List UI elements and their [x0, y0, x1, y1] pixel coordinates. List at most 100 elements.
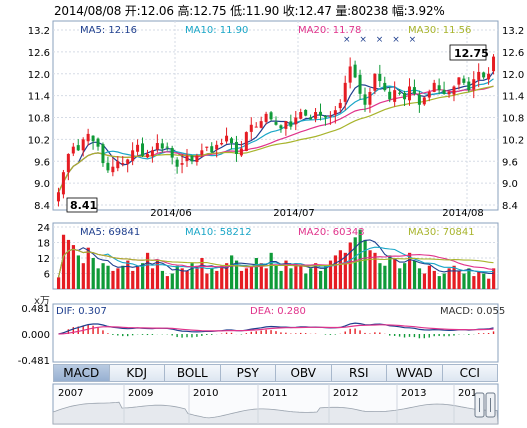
volume-bar — [230, 255, 234, 289]
volume-bar — [215, 270, 219, 289]
candle-body — [279, 125, 283, 129]
high-label: 高 — [177, 4, 190, 18]
date-tick: 2014/07 — [273, 208, 315, 219]
volume-axis-left: 24 18 12 6 — [37, 223, 50, 281]
volume-bar — [200, 258, 204, 289]
candle-body — [101, 144, 105, 164]
volume-bar — [185, 270, 189, 289]
candle-body — [462, 78, 466, 83]
volume-bar — [319, 270, 323, 289]
candle-body — [358, 74, 362, 94]
volume-bar — [96, 268, 100, 289]
price-tick-right: 8.4 — [502, 201, 518, 212]
tab-rsi[interactable]: RSI — [331, 364, 387, 382]
candle-body — [259, 121, 263, 128]
volume-bar — [467, 268, 471, 289]
volume-bar — [259, 263, 263, 289]
price-tick-left: 11.4 — [28, 92, 50, 103]
navigator-years: 2007 2009 2010 2011 2012 2013 201 — [58, 384, 477, 424]
close-label: 收 — [282, 4, 295, 18]
macd-lines — [58, 322, 494, 335]
candle-body — [150, 150, 154, 157]
macd-tick: 0.000 — [21, 330, 50, 341]
tab-obv[interactable]: OBV — [276, 364, 332, 382]
volume-bar — [279, 270, 283, 289]
volume-bar — [111, 270, 115, 289]
candle-body — [160, 143, 164, 149]
volume-bar — [482, 273, 486, 289]
candle-body — [141, 143, 145, 156]
candle-body — [126, 159, 130, 164]
volume-bar — [323, 265, 328, 289]
volume-bar — [175, 265, 179, 289]
ma10-line — [57, 78, 494, 193]
tab-boll[interactable]: BOLL — [165, 364, 221, 382]
candle-body — [116, 161, 120, 169]
ma30-line — [57, 85, 494, 193]
candle-body — [442, 89, 446, 94]
price-legend: MA5: 12.16 MA10: 11.90 MA20: 11.78 MA30: 11… — [80, 25, 471, 36]
volume-bar — [378, 263, 382, 289]
volume-bar — [106, 265, 110, 289]
volume-bar — [239, 270, 244, 289]
tab-macd[interactable]: MACD — [53, 364, 110, 382]
legend-name: MA30 — [408, 227, 436, 238]
candle-body — [373, 73, 377, 91]
tab-wvad[interactable]: WVAD — [387, 364, 443, 382]
low-label: 低 — [230, 4, 242, 18]
legend-name: MA20 — [298, 227, 326, 238]
volume-bar — [333, 255, 338, 289]
max-price-label: 12.75 — [454, 47, 489, 60]
candle-body — [422, 97, 426, 105]
volume-bar — [462, 273, 466, 289]
volume-bar — [220, 265, 224, 289]
candle-body — [180, 163, 184, 165]
candle-body — [269, 112, 273, 120]
legend-value: 0.280 — [277, 306, 306, 317]
navigator-year: 2013 — [401, 388, 426, 399]
candle-body — [407, 86, 411, 101]
candle-body — [378, 73, 382, 82]
candle-body — [66, 153, 70, 173]
candle-body — [477, 71, 481, 80]
candle-body — [328, 115, 332, 117]
navigator-year: 2011 — [262, 388, 287, 399]
volume-bars — [56, 229, 496, 289]
volume-bar — [348, 242, 352, 289]
candle-body — [121, 163, 125, 165]
volume-bar — [432, 270, 436, 289]
price-tick-right: 12.0 — [502, 70, 524, 81]
candle-body — [274, 122, 278, 125]
volume-bar — [309, 268, 313, 289]
volume-bar — [417, 268, 422, 289]
candle-body — [239, 148, 243, 156]
volume-bar — [422, 273, 427, 289]
candle-body — [363, 94, 367, 105]
tab-psy[interactable]: PSY — [220, 364, 276, 382]
volume-bar — [170, 273, 174, 289]
legend-value: 70841 — [443, 227, 475, 238]
price-tick-right: 9.6 — [502, 157, 518, 168]
candle-body — [398, 92, 402, 94]
navigator-year: 2007 — [58, 388, 83, 399]
candle-body — [225, 135, 229, 142]
volume-bar — [427, 265, 431, 289]
volume-bar — [294, 263, 298, 289]
volume-bar — [299, 265, 303, 289]
macd-legend: DIF: 0.307 DEA: 0.280 MACD: 0.055 — [56, 306, 505, 317]
macd-tick: 0.481 — [21, 304, 50, 315]
tab-cci[interactable]: CCI — [442, 364, 498, 382]
candle-body — [165, 146, 169, 148]
navigator-year: 2010 — [193, 388, 218, 399]
date-axis: 2014/06 2014/07 2014/08 — [150, 208, 484, 219]
legend-name: MA30 — [408, 25, 436, 36]
candle-body — [467, 81, 471, 91]
candle-body — [205, 146, 209, 148]
volume-bar — [116, 268, 120, 289]
price-tick-right: 13.2 — [502, 26, 524, 37]
price-tick-left: 10.2 — [28, 135, 50, 146]
tab-kdj[interactable]: KDJ — [109, 364, 165, 382]
candle-body — [185, 155, 189, 162]
volume-bar — [412, 260, 417, 289]
